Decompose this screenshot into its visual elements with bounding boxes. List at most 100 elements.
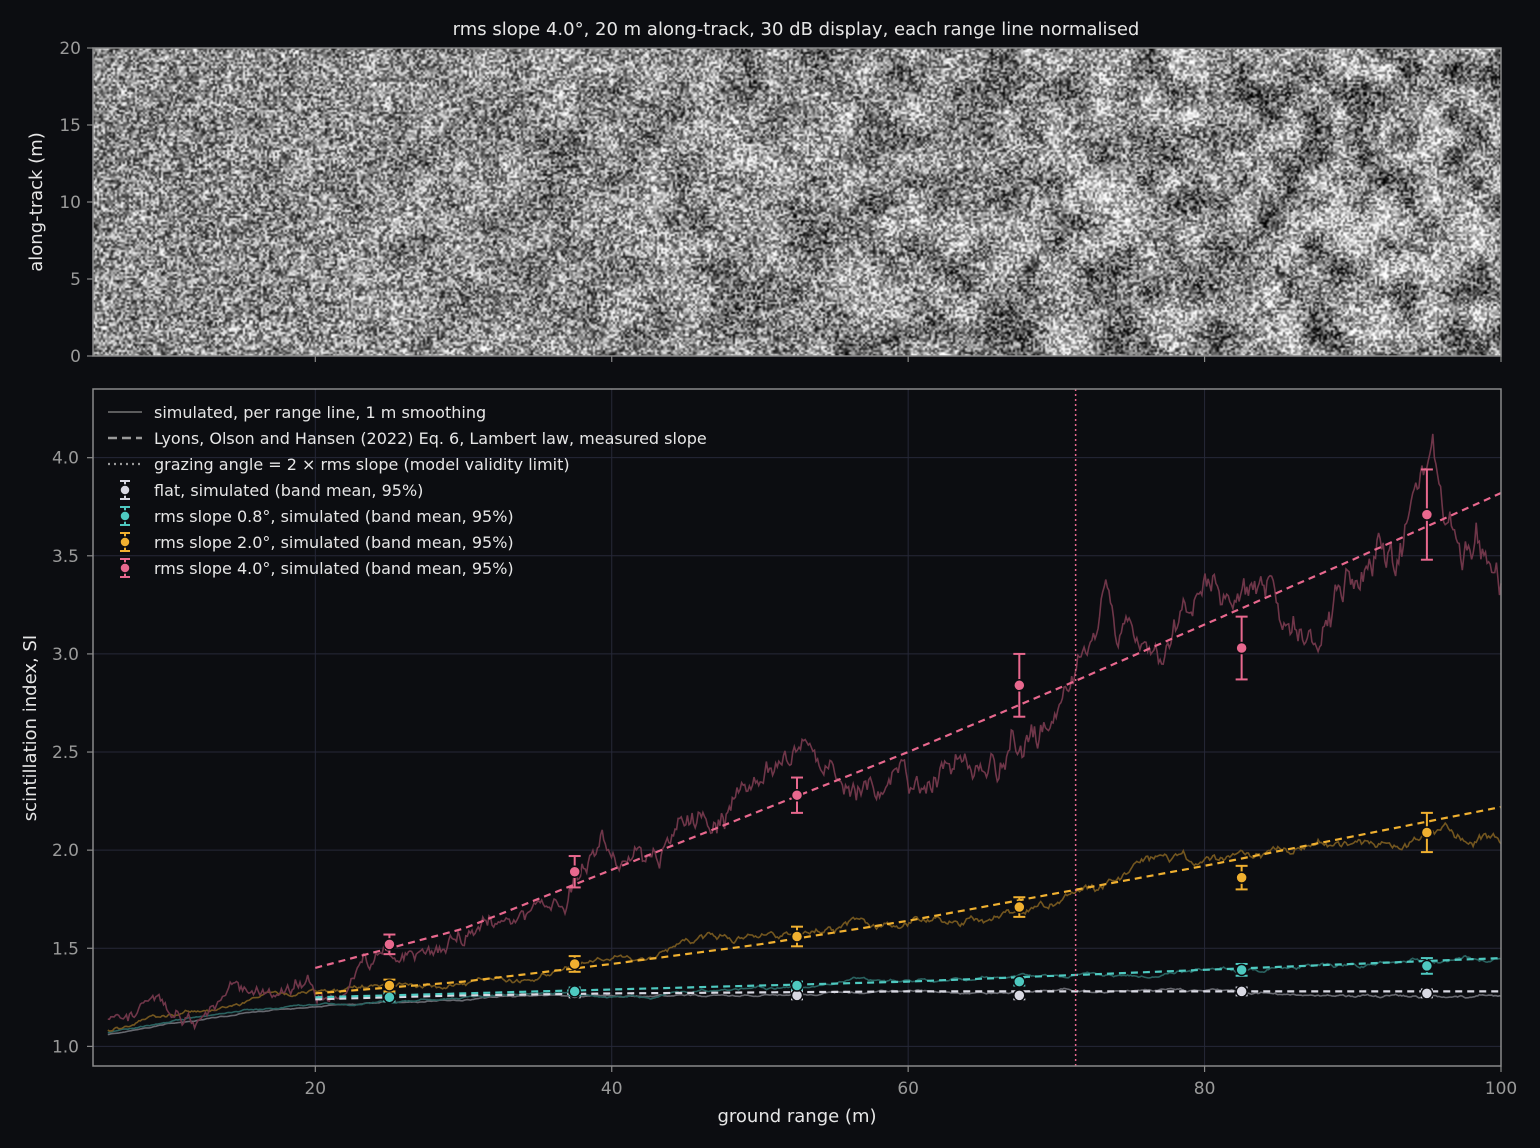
x-tick-label: 20	[304, 1079, 326, 1099]
band-mean-point	[1420, 987, 1434, 1000]
x-tick-label: 80	[1194, 1079, 1216, 1099]
y-axis-ticks: 1.0 1.5 2.0 2.5 3.0 3.5 4.0	[52, 449, 93, 1057]
band-mean-errorbar	[790, 979, 804, 992]
band-mean-errorbar	[383, 933, 396, 956]
band-mean-errorbar	[1013, 989, 1026, 1002]
band-mean-point	[383, 991, 396, 1004]
band-mean-errorbar	[1235, 864, 1248, 891]
legend-entry: rms slope 2.0°, simulated (band mean, 95…	[119, 532, 514, 552]
legend-swatch-point	[119, 536, 131, 548]
band-mean-point	[1235, 641, 1248, 655]
legend-entry: flat, simulated (band mean, 95%)	[119, 480, 423, 500]
legend-entry: rms slope 0.8°, simulated (band mean, 95…	[119, 506, 514, 526]
legend: simulated, per range line, 1 m smoothing…	[108, 403, 707, 578]
band-mean-point	[790, 930, 804, 943]
heatmap-y-tick-label: 10	[59, 193, 81, 213]
legend-entry: grazing angle = 2 × rms slope (model val…	[108, 455, 570, 474]
legend-label: rms slope 0.8°, simulated (band mean, 95…	[154, 507, 514, 526]
model-line	[315, 805, 1502, 995]
y-tick-label: 3.5	[52, 547, 79, 567]
band-mean-errorbar	[1013, 975, 1026, 988]
band-mean-point	[1420, 508, 1434, 521]
heatmap-y-tick-label: 5	[70, 270, 81, 290]
band-mean-errorbar	[790, 989, 804, 1002]
x-axis-ticks: 20 40 60 80 100	[304, 1066, 1517, 1099]
band-mean-errorbar	[383, 991, 396, 1004]
legend-swatch-point	[119, 484, 131, 496]
band-mean-point	[1235, 963, 1248, 977]
legend-swatch-point	[119, 562, 131, 574]
band-mean-point	[1013, 900, 1026, 914]
band-mean-point	[1420, 826, 1434, 839]
y-axis-label: scintillation index, SI	[20, 635, 41, 821]
band-mean-point	[1235, 871, 1248, 884]
band-mean-errorbar	[1420, 987, 1434, 1000]
y-tick-label: 2.0	[52, 841, 79, 861]
band-mean-point	[568, 957, 581, 971]
heatmap-x-ticks	[314, 356, 1502, 362]
band-mean-point	[383, 979, 396, 992]
simulated-line	[107, 954, 1502, 1034]
y-tick-label: 3.0	[52, 645, 79, 665]
band-mean-point	[568, 865, 581, 878]
band-mean-errorbar	[1013, 896, 1026, 918]
band-mean-point	[568, 985, 581, 998]
si-plot-frame	[92, 388, 1502, 1067]
model-lines	[315, 491, 1502, 1001]
heatmap-y-tick-label: 0	[70, 347, 81, 367]
band-mean-errorbar	[1235, 615, 1248, 681]
band-mean-point	[1235, 985, 1248, 998]
legend-entry: Lyons, Olson and Hansen (2022) Eq. 6, La…	[108, 429, 707, 448]
model-line	[315, 957, 1502, 999]
band-mean-point	[790, 979, 804, 992]
legend-label: grazing angle = 2 × rms slope (model val…	[154, 455, 570, 474]
legend-label: flat, simulated (band mean, 95%)	[154, 481, 423, 500]
simulated-line	[107, 987, 1502, 1036]
model-line	[315, 491, 1502, 969]
band-mean-point	[1013, 975, 1026, 988]
band-mean-point	[1013, 989, 1026, 1002]
band-mean-errorbar	[568, 855, 581, 889]
heatmap-y-axis-label: along-track (m)	[26, 132, 47, 271]
band-mean-errorbar	[568, 985, 581, 998]
y-tick-label: 1.0	[52, 1037, 79, 1057]
x-tick-label: 40	[601, 1079, 623, 1099]
legend-label: rms slope 4.0°, simulated (band mean, 95…	[154, 559, 514, 578]
band-mean-errorbar	[1013, 652, 1026, 718]
legend-label: rms slope 2.0°, simulated (band mean, 95…	[154, 533, 514, 552]
y-tick-label: 4.0	[52, 449, 79, 469]
y-tick-label: 2.5	[52, 743, 79, 763]
band-mean-errorbar	[790, 925, 804, 948]
band-mean-errorbar	[790, 776, 804, 814]
band-mean-errorbar	[1235, 962, 1248, 977]
heatmap-y-tick-label: 15	[59, 116, 81, 136]
band-mean-point	[383, 938, 396, 951]
band-mean-errorbar	[1235, 985, 1248, 998]
heatmap-image	[93, 48, 1501, 356]
heatmap-y-ticks: 0 5 10 15 20	[59, 39, 93, 367]
band-mean-point	[1420, 959, 1434, 973]
x-tick-label: 60	[897, 1079, 919, 1099]
si-line-panel: 20 40 60 80 100 1.0 1.5 2.0 2.5 3.0 3.5 4.0 ground…	[20, 388, 1517, 1127]
band-mean-errorbar	[383, 978, 396, 993]
x-axis-label: ground range (m)	[717, 1106, 876, 1127]
y-tick-label: 1.5	[52, 939, 79, 959]
band-mean-points	[383, 468, 1434, 1004]
band-mean-errorbar	[1420, 811, 1434, 854]
legend-label: simulated, per range line, 1 m smoothing	[154, 403, 486, 422]
band-mean-point	[790, 788, 804, 802]
gridlines	[93, 389, 1502, 1066]
top-chart-title: rms slope 4.0°, 20 m along-track, 30 dB …	[453, 19, 1140, 40]
legend-swatch-point	[119, 510, 131, 522]
band-mean-errorbar	[568, 955, 581, 973]
heatmap-panel: 0 5 10 15 20 along-track (m)	[26, 39, 1502, 367]
legend-label: Lyons, Olson and Hansen (2022) Eq. 6, La…	[154, 429, 707, 448]
legend-entry: simulated, per range line, 1 m smoothing	[108, 403, 486, 422]
legend-entry: rms slope 4.0°, simulated (band mean, 95…	[119, 558, 514, 578]
band-mean-errorbar	[1420, 957, 1434, 975]
x-tick-label: 100	[1485, 1079, 1517, 1099]
band-mean-errorbar	[1420, 468, 1434, 561]
heatmap-y-tick-label: 20	[59, 39, 81, 59]
band-mean-point	[1013, 679, 1026, 692]
